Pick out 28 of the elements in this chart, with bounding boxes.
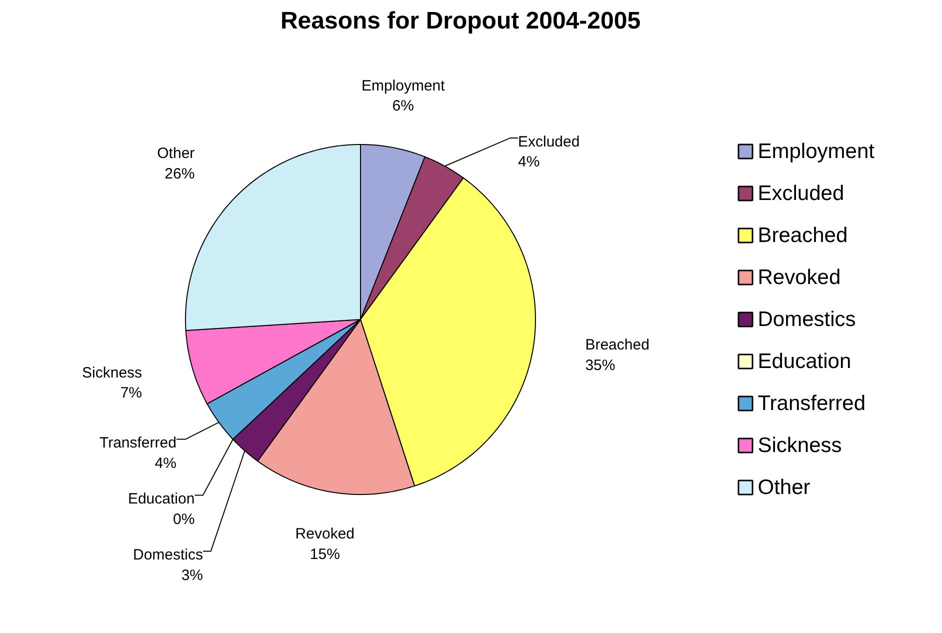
data-label: 6% [392,98,414,115]
category-label: Education [128,490,195,508]
legend-label: Excluded [758,182,844,205]
data-label: 7% [120,384,142,402]
legend-label: Employment [758,140,875,163]
slice-label: Other [157,145,195,162]
slice-label: Transferred [99,434,176,452]
legend-label: Revoked [758,266,841,289]
legend-label: Sickness [758,434,842,457]
text: 0% [172,510,195,528]
legend-label: Breached [758,224,848,247]
legend-label: Transferred [758,392,866,415]
data-label: 35% [585,356,616,374]
data-label: 26% [164,165,195,182]
data-label: 4% [518,154,540,171]
slice-label: Domestics [132,546,204,564]
data-label: 15% [310,546,340,563]
chart-title: Reasons for Dropout 2004-2005 [280,8,641,34]
legend-label: Domestics [758,308,856,331]
data-label: 4% [154,454,176,472]
legend-label: Education [758,350,852,373]
slice-label: Revoked [295,526,355,542]
slice-label: Sickness [82,364,142,382]
data-label: 3% [181,566,204,584]
legend-label: Other [758,476,810,499]
slice-label: Employment [361,77,446,94]
slice-label: Excluded [518,133,580,150]
slice-label: Breached [585,336,650,354]
